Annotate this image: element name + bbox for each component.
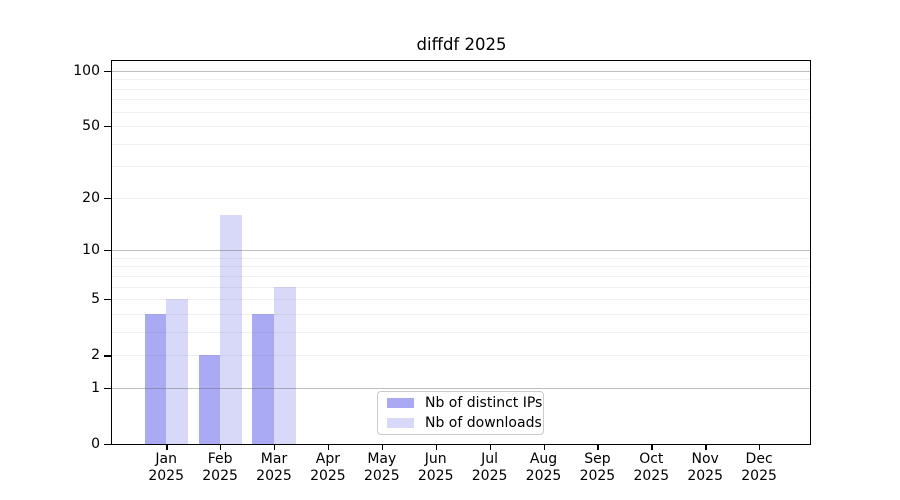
gridline-minor (112, 355, 810, 357)
y-tick-label: 5 (91, 291, 100, 308)
y-tick-mark (104, 250, 111, 252)
x-tick-label-dec: Dec 2025 (741, 451, 777, 484)
x-tick-label-may: May 2025 (363, 451, 400, 484)
y-tick-label: 2 (91, 347, 100, 364)
gridline-minor (112, 79, 810, 81)
gridline-minor (112, 275, 810, 277)
bar-downloads-jan (166, 299, 188, 444)
x-tick-mark (166, 444, 168, 450)
legend-label-downloads: Nb of downloads (425, 415, 542, 431)
x-tick-label-oct: Oct 2025 (633, 451, 670, 484)
y-tick-label: 20 (82, 189, 100, 206)
gridline-minor (112, 111, 810, 113)
legend-swatch-downloads (387, 418, 414, 428)
x-tick-label-jul: Jul 2025 (471, 451, 508, 484)
x-tick-label-apr: Apr 2025 (310, 451, 346, 484)
gridline-minor (112, 299, 810, 301)
gridline-minor (112, 313, 810, 315)
x-tick-mark (705, 444, 707, 450)
legend-item-distinct-ips: Nb of distinct IPs (387, 395, 543, 411)
bar-downloads-feb (220, 214, 242, 444)
gridline-minor (112, 331, 810, 333)
gridline-major (112, 387, 810, 389)
x-tick-label-aug: Aug 2025 (525, 451, 562, 484)
y-tick-mark (104, 126, 111, 128)
gridline-minor (112, 266, 810, 268)
gridline-minor (112, 99, 810, 101)
bar-distinct-ips-feb (198, 355, 221, 444)
y-tick-mark (104, 387, 111, 390)
x-tick-mark (489, 444, 491, 450)
x-tick-mark (651, 444, 653, 450)
y-tick-mark (104, 444, 111, 446)
x-tick-mark (274, 444, 276, 450)
legend-label-distinct-ips: Nb of distinct IPs (425, 395, 543, 411)
gridline-major (112, 70, 810, 72)
legend-item-downloads: Nb of downloads (387, 415, 543, 431)
y-tick-label: 50 (82, 118, 100, 134)
x-tick-mark (759, 444, 761, 450)
y-tick-label: 10 (82, 242, 100, 259)
y-tick-label: 100 (73, 62, 100, 79)
bar-downloads-mar (274, 286, 296, 444)
y-tick-label: 0 (91, 436, 100, 452)
gridline-minor (112, 257, 810, 259)
gridline-minor (112, 286, 810, 288)
gridline-minor (112, 126, 810, 127)
bar-distinct-ips-mar (252, 313, 274, 444)
y-tick-mark (104, 355, 111, 357)
gridline-major (112, 250, 810, 252)
legend-swatch-distinct-ips (387, 398, 414, 408)
y-tick-mark (104, 197, 111, 200)
gridline-minor (112, 88, 810, 90)
y-tick-mark (104, 299, 111, 301)
x-tick-label-jun: Jun 2025 (417, 451, 454, 484)
x-tick-label-jan: Jan 2025 (148, 451, 184, 484)
bar-distinct-ips-jan (144, 313, 167, 444)
legend: Nb of distinct IPs Nb of downloads (377, 391, 544, 435)
gridline-minor (112, 197, 810, 199)
gridline-minor (112, 166, 810, 168)
x-tick-label-feb: Feb 2025 (202, 451, 238, 484)
x-tick-label-nov: Nov 2025 (687, 451, 723, 484)
gridline-minor (112, 143, 810, 145)
x-tick-mark (381, 444, 384, 450)
x-tick-mark (435, 444, 438, 450)
x-tick-mark (597, 444, 599, 450)
x-tick-mark (220, 444, 222, 450)
plot-area (111, 60, 811, 445)
y-tick-label: 1 (91, 379, 100, 396)
y-tick-mark (104, 70, 111, 73)
x-tick-label-sep: Sep 2025 (579, 451, 616, 484)
x-tick-mark (327, 444, 330, 450)
x-tick-mark (543, 444, 545, 450)
chart-title: diffdf 2025 (416, 35, 507, 54)
x-tick-label-mar: Mar 2025 (256, 451, 292, 484)
